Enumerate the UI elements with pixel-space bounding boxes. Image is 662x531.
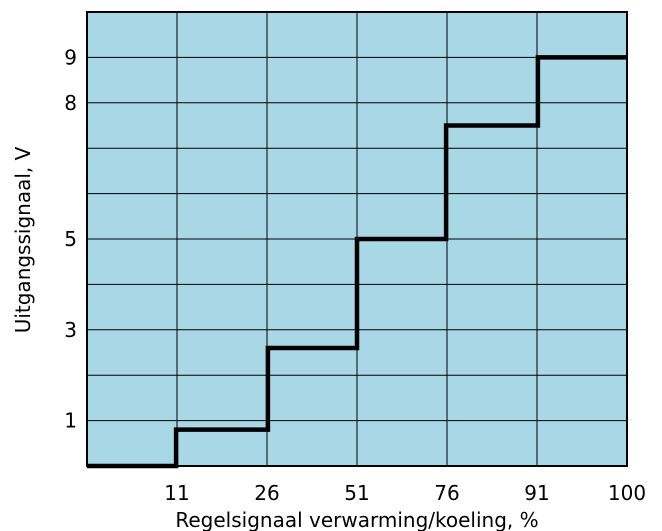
series-group — [87, 55, 627, 469]
y-tick-label: 9 — [64, 45, 77, 69]
x-tick-labels: 11 26 51 76 91 100 — [164, 481, 646, 505]
x-axis-label: Regelsignaal verwarming/koeling, % — [175, 508, 538, 531]
y-tick-label: 8 — [64, 91, 77, 115]
x-tick-label: 91 — [524, 481, 549, 505]
y-tick-label: 1 — [64, 409, 77, 433]
step-series-line — [87, 55, 627, 469]
x-tick-label: 51 — [344, 481, 369, 505]
y-axis-label: Uitgangssignaal, V — [11, 146, 35, 333]
y-tick-label: 5 — [64, 227, 77, 251]
y-tick-labels: 1 3 5 8 9 — [64, 45, 77, 432]
plot-frame — [86, 11, 628, 467]
x-tick-label: 26 — [254, 481, 279, 505]
x-tick-label: 76 — [434, 481, 459, 505]
x-tick-label: 100 — [608, 481, 646, 505]
y-tick-label: 3 — [64, 318, 77, 342]
x-tick-label: 11 — [164, 481, 189, 505]
